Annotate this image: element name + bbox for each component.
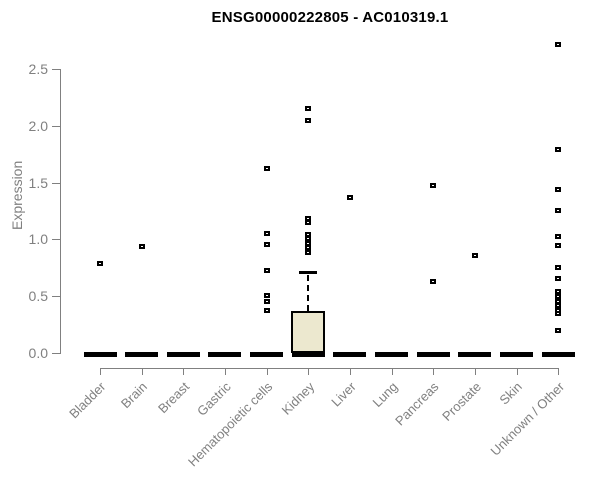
category-label: Bladder bbox=[66, 379, 109, 422]
outlier-point bbox=[555, 276, 562, 282]
x-tick bbox=[183, 368, 185, 375]
y-tick-label: 1.5 bbox=[28, 174, 48, 191]
outlier-point bbox=[305, 249, 312, 255]
median-bar bbox=[208, 352, 242, 357]
outlier-point bbox=[263, 268, 270, 274]
y-tick-label: 1.0 bbox=[28, 231, 48, 248]
outlier-point bbox=[555, 42, 562, 47]
category-label: Prostate bbox=[438, 379, 484, 424]
outlier-point bbox=[430, 279, 437, 285]
x-tick bbox=[100, 368, 101, 375]
category-label: Pancreas bbox=[392, 379, 442, 429]
category-label: Brain bbox=[118, 379, 151, 412]
outlier-point bbox=[555, 294, 562, 300]
category-label: Unknown / Other bbox=[487, 379, 567, 459]
category-label: Breast bbox=[154, 379, 192, 417]
outlier-point bbox=[555, 298, 562, 304]
x-tick bbox=[308, 368, 310, 375]
outlier-point bbox=[555, 288, 562, 294]
median-bar bbox=[166, 352, 200, 357]
median-bar bbox=[125, 352, 159, 357]
outlier-point bbox=[305, 231, 312, 237]
category-label: Liver bbox=[328, 379, 359, 410]
chart-title: ENSG00000222805 - AC010319.1 bbox=[211, 9, 449, 26]
x-tick bbox=[516, 368, 518, 375]
y-tick bbox=[52, 353, 60, 354]
median-bar bbox=[250, 352, 284, 357]
x-tick bbox=[224, 368, 226, 375]
y-tick bbox=[52, 125, 60, 127]
whisker bbox=[307, 275, 310, 311]
outlier-point bbox=[305, 240, 312, 246]
median-bar bbox=[458, 352, 492, 357]
y-tick bbox=[52, 182, 60, 184]
median-bar bbox=[375, 352, 409, 357]
category-label: Kidney bbox=[278, 379, 317, 418]
outlier-point bbox=[138, 244, 145, 250]
outlier-point bbox=[263, 307, 270, 313]
outlier-point bbox=[263, 165, 270, 171]
outlier-point bbox=[263, 230, 270, 236]
y-axis-line bbox=[60, 69, 61, 354]
outlier-point bbox=[346, 195, 353, 201]
median-bar bbox=[416, 352, 450, 357]
outlier-point bbox=[305, 236, 312, 242]
outlier-point bbox=[305, 118, 312, 124]
outlier-point bbox=[555, 328, 562, 334]
median-bar bbox=[500, 352, 534, 357]
outlier-point bbox=[555, 187, 562, 193]
median-bar bbox=[291, 352, 325, 357]
x-tick bbox=[474, 368, 476, 375]
outlier-point bbox=[555, 311, 562, 317]
x-tick bbox=[349, 368, 351, 375]
outlier-point bbox=[555, 233, 562, 239]
median-bar bbox=[541, 352, 575, 357]
whisker-cap bbox=[299, 271, 318, 275]
median-bar bbox=[333, 352, 367, 357]
outlier-point bbox=[305, 105, 312, 111]
outlier-point bbox=[471, 253, 478, 259]
outlier-point bbox=[555, 264, 562, 270]
y-tick-label: 2.0 bbox=[28, 117, 48, 134]
x-tick bbox=[391, 368, 393, 375]
outlier-point bbox=[263, 241, 270, 247]
outlier-point bbox=[305, 215, 312, 221]
x-axis-line bbox=[100, 368, 560, 369]
y-tick bbox=[52, 69, 60, 70]
x-tick bbox=[266, 368, 268, 375]
x-tick bbox=[433, 368, 435, 375]
outlier-point bbox=[555, 146, 562, 152]
y-tick-label: 2.5 bbox=[28, 61, 48, 77]
category-label: Gastric bbox=[193, 379, 234, 419]
y-tick bbox=[52, 239, 60, 241]
category-label: Skin bbox=[496, 379, 526, 408]
y-tick bbox=[52, 296, 60, 298]
box bbox=[291, 310, 326, 353]
outlier-point bbox=[305, 220, 312, 226]
outlier-point bbox=[263, 298, 270, 304]
outlier-point bbox=[305, 245, 312, 251]
outlier-point bbox=[430, 182, 437, 188]
x-tick bbox=[141, 368, 143, 375]
y-tick-label: 0.5 bbox=[28, 288, 48, 305]
outlier-point bbox=[97, 261, 103, 267]
y-tick-label: 0.0 bbox=[28, 345, 48, 361]
outlier-point bbox=[555, 303, 562, 309]
median-bar bbox=[83, 352, 117, 357]
category-label: Lung bbox=[369, 379, 401, 411]
outlier-point bbox=[555, 207, 562, 213]
x-tick bbox=[558, 368, 560, 375]
outlier-point bbox=[263, 293, 270, 299]
outlier-point bbox=[555, 243, 562, 249]
